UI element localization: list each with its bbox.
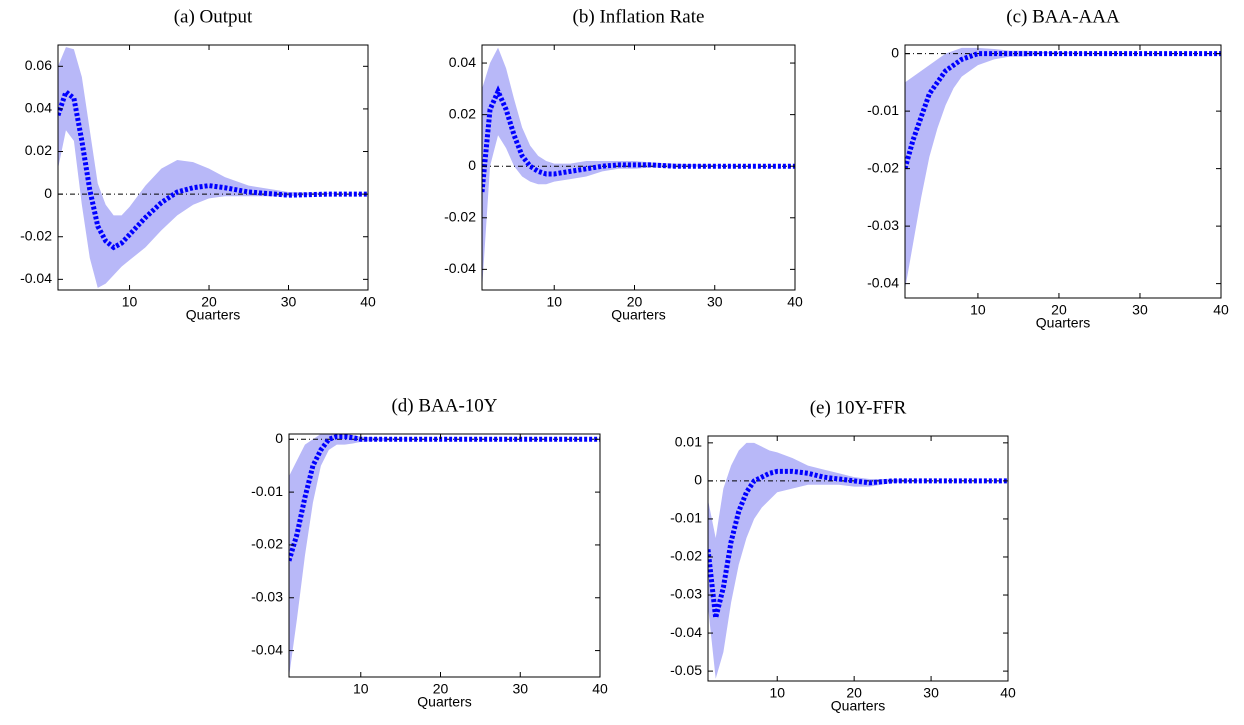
x-tick-label: 40	[592, 681, 608, 697]
x-tick-label: 10	[970, 302, 986, 318]
y-tick-label: 0	[275, 430, 283, 446]
y-tick-label: 0	[694, 472, 702, 488]
y-tick-label: -0.01	[867, 102, 899, 118]
x-tick-label: 30	[1132, 302, 1148, 318]
median-line	[708, 468, 1008, 619]
x-tick-label: 30	[923, 685, 939, 701]
x-tick-label: 10	[122, 294, 138, 310]
y-tick-label: -0.02	[20, 227, 52, 243]
y-tick-label: -0.05	[670, 662, 702, 678]
y-tick-label: -0.02	[444, 208, 476, 224]
x-axis-label: Quarters	[186, 307, 240, 323]
y-tick-label: -0.02	[670, 548, 702, 564]
y-tick-label: 0.04	[449, 54, 476, 70]
chart-title: (d) BAA-10Y	[391, 395, 497, 416]
x-tick-label: 20	[433, 681, 449, 697]
x-tick-label: 30	[281, 294, 297, 310]
y-tick-label: -0.04	[670, 624, 702, 640]
confidence-band	[708, 442, 1008, 679]
x-axis-label: Quarters	[831, 698, 885, 714]
chart-title: (c) BAA-AAA	[1006, 6, 1120, 27]
x-axis-label: Quarters	[417, 694, 471, 710]
y-tick-label: 0	[468, 157, 476, 173]
confidence-band	[58, 47, 368, 288]
x-axis-label: Quarters	[611, 307, 665, 323]
chart-title: (a) Output	[174, 6, 253, 27]
x-axis-label: Quarters	[1036, 315, 1090, 331]
chart-title: (e) 10Y-FFR	[810, 397, 907, 418]
y-tick-label: 0	[44, 185, 52, 201]
axes-frame	[707, 435, 1009, 682]
x-tick-label: 30	[707, 294, 723, 310]
x-tick-label: 20	[201, 294, 217, 310]
median-line	[289, 434, 600, 562]
median-line	[482, 85, 795, 193]
median-line	[58, 87, 368, 251]
y-tick-label: -0.04	[251, 641, 283, 657]
y-tick-label: -0.04	[444, 260, 476, 276]
y-tick-label: -0.03	[867, 217, 899, 233]
y-tick-label: 0.04	[25, 100, 52, 116]
y-tick-label: 0.02	[449, 105, 476, 121]
x-tick-label: 10	[353, 681, 369, 697]
confidence-band	[905, 47, 1221, 290]
y-tick-label: 0	[891, 44, 899, 60]
y-tick-label: -0.02	[867, 159, 899, 175]
confidence-band	[482, 47, 795, 290]
y-tick-label: -0.01	[251, 483, 283, 499]
x-tick-label: 10	[769, 685, 785, 701]
y-tick-label: -0.03	[670, 586, 702, 602]
axes-frame	[904, 44, 1222, 299]
y-tick-label: -0.04	[20, 270, 52, 286]
median-line	[905, 51, 1221, 170]
axes-frame	[288, 433, 601, 678]
confidence-band	[289, 434, 600, 677]
x-tick-label: 40	[1213, 302, 1229, 318]
chart-title: (b) Inflation Rate	[573, 6, 705, 27]
x-tick-label: 40	[1000, 685, 1016, 701]
x-tick-label: 40	[787, 294, 803, 310]
x-tick-label: 20	[846, 685, 862, 701]
y-tick-label: -0.04	[867, 274, 899, 290]
x-tick-label: 40	[360, 294, 376, 310]
y-tick-label: -0.03	[251, 588, 283, 604]
axes-frame	[481, 44, 796, 291]
y-tick-label: 0.01	[675, 434, 702, 450]
x-tick-label: 20	[627, 294, 643, 310]
x-tick-label: 30	[512, 681, 528, 697]
x-tick-label: 20	[1051, 302, 1067, 318]
y-tick-label: -0.01	[670, 510, 702, 526]
y-tick-label: -0.02	[251, 536, 283, 552]
x-tick-label: 10	[546, 294, 562, 310]
axes-frame	[57, 44, 369, 291]
y-tick-label: 0.06	[25, 57, 52, 73]
y-tick-label: 0.02	[25, 142, 52, 158]
